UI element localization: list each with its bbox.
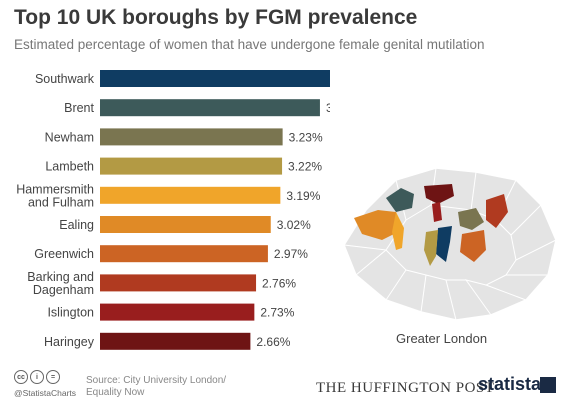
value-label-3: 3.22% bbox=[288, 160, 322, 174]
chart-subtitle: Estimated percentage of women that have … bbox=[14, 37, 485, 52]
value-label-8: 2.73% bbox=[260, 306, 294, 320]
category-label-6: Greenwich bbox=[34, 247, 94, 261]
bar-3 bbox=[100, 157, 283, 175]
bar-7 bbox=[100, 274, 257, 292]
statista-logo: statista bbox=[478, 374, 542, 394]
bar-2 bbox=[100, 128, 283, 146]
value-label-4: 3.19% bbox=[286, 189, 320, 203]
value-label-5: 3.02% bbox=[277, 218, 311, 232]
map-haringey bbox=[424, 184, 454, 204]
map-greenwich bbox=[460, 230, 486, 262]
category-label-3: Lambeth bbox=[45, 160, 94, 174]
category-label-5: Ealing bbox=[59, 218, 94, 232]
category-label-4: Hammersmith and Fulham bbox=[16, 182, 94, 209]
statista-icon bbox=[540, 377, 556, 393]
value-label-2: 3.23% bbox=[289, 130, 323, 144]
map-islington bbox=[432, 202, 442, 222]
cc-icon: cc bbox=[14, 370, 28, 384]
value-label-6: 2.97% bbox=[274, 247, 308, 261]
chart-title: Top 10 UK boroughs by FGM prevalence bbox=[14, 6, 418, 29]
category-label-7: Barking and Dagenham bbox=[27, 270, 94, 297]
map-lambeth bbox=[424, 230, 438, 266]
huffpost-logo: THE HUFFINGTON POST bbox=[316, 380, 495, 396]
bar-chart: 4.74%Southwark3.89%Brent3.23%Newham3.22%… bbox=[16, 70, 330, 350]
map-label: Greater London bbox=[396, 331, 488, 346]
category-label-2: Newham bbox=[45, 130, 94, 144]
category-label-8: Islington bbox=[47, 306, 94, 320]
bar-6 bbox=[100, 245, 268, 263]
bar-0 bbox=[100, 70, 330, 87]
license-icons: cc i = bbox=[14, 370, 60, 384]
map-ealing bbox=[354, 210, 402, 240]
london-map bbox=[343, 167, 557, 321]
value-label-1: 3.89% bbox=[326, 101, 330, 115]
bar-4 bbox=[100, 186, 281, 204]
value-label-7: 2.76% bbox=[262, 276, 296, 290]
category-label-0: Southwark bbox=[35, 72, 95, 86]
map-southwark bbox=[436, 226, 452, 262]
bar-1 bbox=[100, 99, 320, 117]
category-label-1: Brent bbox=[64, 101, 94, 115]
statista-handle: @StatistaCharts bbox=[14, 388, 77, 398]
bar-8 bbox=[100, 303, 255, 321]
bar-9 bbox=[100, 332, 251, 350]
map-newham bbox=[458, 208, 484, 230]
source-note: Source: City University London/ Equality… bbox=[86, 375, 227, 398]
no-derivatives-icon: = bbox=[46, 370, 60, 384]
bar-5 bbox=[100, 216, 271, 233]
map-brent bbox=[386, 188, 414, 212]
category-label-9: Haringey bbox=[44, 335, 95, 349]
map-barking bbox=[486, 194, 508, 228]
footer bbox=[0, 366, 570, 406]
attribution-icon: i bbox=[30, 370, 44, 384]
value-label-9: 2.66% bbox=[256, 335, 290, 349]
map-hammersmith bbox=[392, 212, 404, 250]
